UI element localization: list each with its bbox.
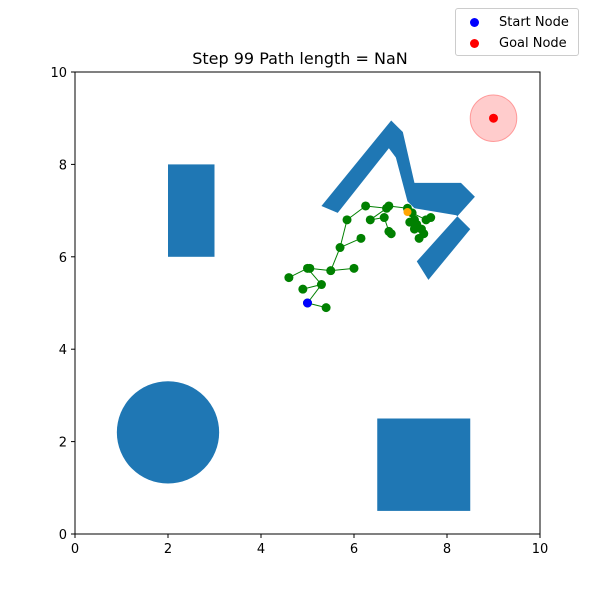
tree-node — [356, 233, 366, 243]
tree-nodes-layer — [284, 201, 436, 313]
y-tick-label: 0 — [59, 528, 67, 543]
legend: Start Node Goal Node — [455, 8, 579, 56]
tree-node — [409, 224, 419, 234]
y-tick-label: 10 — [50, 66, 67, 81]
legend-goal-label: Goal Node — [499, 35, 567, 51]
tree-node — [326, 266, 336, 276]
tree-edge — [339, 219, 348, 248]
x-tick-label: 4 — [257, 542, 265, 557]
y-tick-label: 2 — [59, 436, 67, 451]
legend-item-goal: Goal Node — [464, 34, 567, 52]
tree-node — [405, 217, 415, 227]
tree-node — [305, 263, 315, 273]
markers-layer — [303, 113, 498, 308]
x-tick-label: 6 — [350, 542, 358, 557]
chart-title: Step 99 Path length = NaN — [192, 49, 408, 68]
y-tick-label: 8 — [59, 158, 67, 173]
x-tick-label: 2 — [164, 542, 172, 557]
tree-node — [349, 263, 359, 273]
tree-node — [379, 213, 389, 223]
x-tick-label: 0 — [71, 542, 79, 557]
tree-node — [386, 229, 396, 239]
x-tick-label: 8 — [443, 542, 451, 557]
ticks-layer: 0 2 4 6 8 10 0 2 4 6 8 10 — [50, 66, 548, 557]
tree-node — [316, 280, 326, 290]
obstacles-layer — [116, 120, 475, 511]
legend-start-label: Start Node — [499, 14, 569, 30]
tree-node — [298, 284, 308, 294]
legend-goal-marker — [470, 38, 479, 48]
start-node-marker — [303, 298, 312, 308]
axes-frame — [74, 71, 541, 535]
obstacle-rect — [377, 418, 471, 511]
legend-item-start: Start Node — [464, 13, 569, 31]
legend-start-marker — [470, 17, 479, 27]
tree-node — [365, 215, 375, 225]
y-tick-label: 4 — [59, 343, 67, 358]
obstacle-rect — [168, 164, 215, 257]
tree-node — [414, 233, 424, 243]
tree-node — [321, 303, 331, 313]
tree-node — [335, 243, 345, 253]
x-tick-label: 10 — [532, 542, 549, 557]
tree-node — [426, 213, 436, 223]
tree-node — [361, 201, 371, 211]
axes-border — [74, 71, 541, 535]
tree-node — [284, 273, 294, 283]
goal-node-marker — [489, 113, 498, 123]
obstacle-circle — [116, 381, 220, 484]
tree-node — [342, 215, 352, 225]
tree-node — [384, 201, 394, 211]
obstacle-polygon — [321, 120, 475, 280]
y-tick-label: 6 — [59, 251, 67, 266]
current-node-marker — [403, 207, 412, 216]
